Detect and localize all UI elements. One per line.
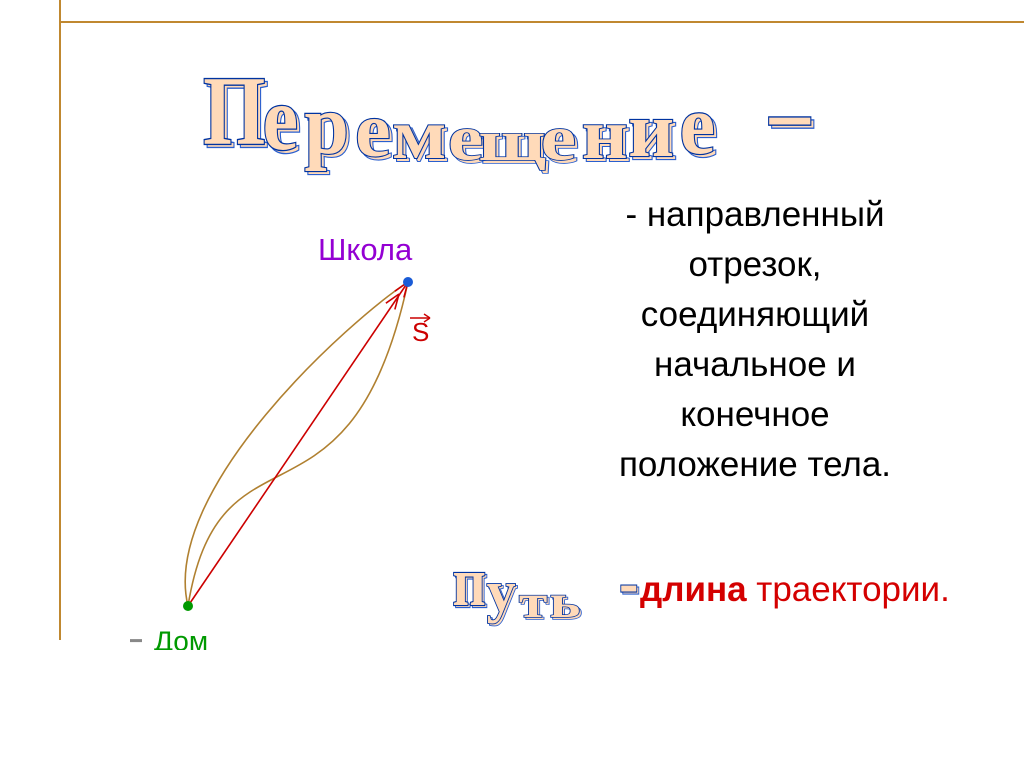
s-vector-label: S (412, 317, 429, 347)
svg-text:щ: щ (478, 110, 546, 174)
svg-text:–: – (769, 57, 811, 166)
home-label: Дом (154, 625, 208, 650)
definition-line: положение тела. (540, 440, 970, 490)
svg-text:е: е (355, 88, 391, 174)
svg-text:м: м (392, 96, 446, 174)
svg-text:-: - (619, 543, 640, 620)
svg-text:у: у (487, 559, 518, 624)
svg-text:р: р (304, 78, 348, 172)
definition-line: начальное и (540, 340, 970, 390)
svg-text:т: т (519, 576, 549, 627)
path-def-rest: траектории. (756, 570, 950, 609)
definition-line: - направленный (540, 190, 970, 240)
svg-text:п: п (453, 543, 488, 620)
svg-text:и: и (628, 88, 674, 174)
definition-line: соединяющий (540, 290, 970, 340)
svg-text:е: е (541, 102, 577, 174)
title-wordart: Перемещение –Перемещение – (0, 30, 1024, 210)
svg-text:н: н (582, 96, 628, 174)
path-definition: длина траектории. (640, 570, 950, 610)
svg-text:е: е (263, 67, 299, 169)
school-label: Школа (318, 232, 413, 267)
svg-text:ь: ь (550, 576, 583, 627)
svg-text:П: П (203, 57, 265, 166)
path-def-prefix: длина (640, 570, 756, 609)
definition-line: конечное (540, 390, 970, 440)
displacement-definition: - направленныйотрезок,соединяющийначальн… (540, 190, 970, 490)
definition-line: отрезок, (540, 240, 970, 290)
title-container: Перемещение –Перемещение – (0, 30, 1024, 215)
svg-text:е: е (680, 78, 716, 172)
